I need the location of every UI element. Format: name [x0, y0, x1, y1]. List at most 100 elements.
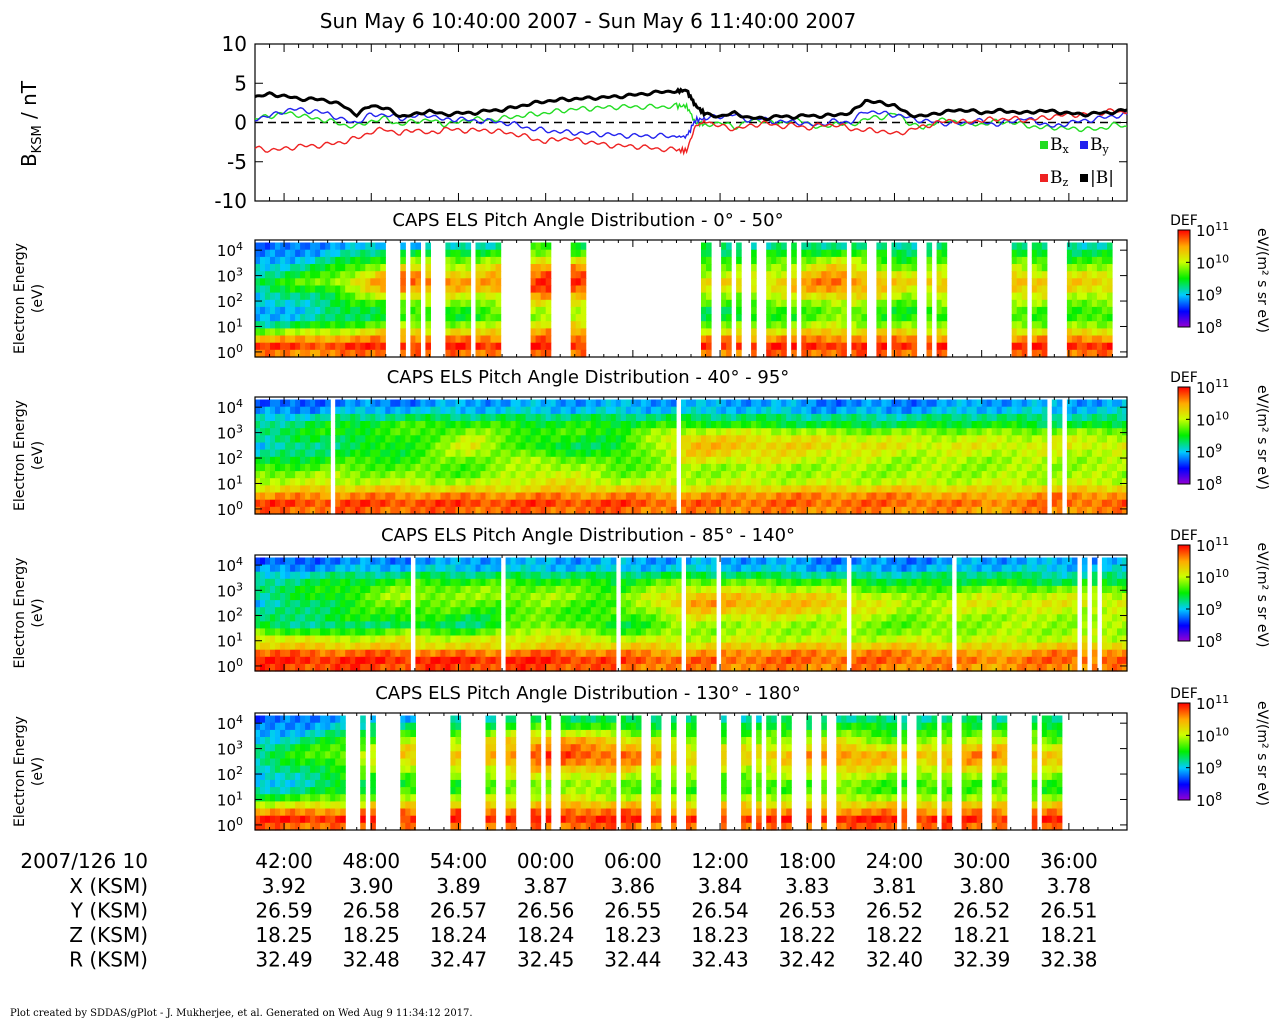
spectrogram-cell — [996, 485, 1003, 494]
spectrogram-cell — [816, 342, 822, 351]
spectrogram-cell — [996, 478, 1003, 486]
spectrogram-cell — [480, 442, 487, 451]
spectrogram-cell — [886, 492, 892, 501]
spectrogram-cell — [861, 271, 867, 279]
spectrogram-cell — [681, 463, 687, 472]
spectrogram-cell — [1091, 456, 1098, 465]
spectrogram-cell — [335, 663, 341, 672]
spectrogram-cell — [1036, 456, 1043, 465]
spectrogram-cell — [475, 349, 482, 358]
spectrogram-cell — [736, 278, 742, 287]
spectrogram-cell — [896, 485, 903, 494]
spectrogram-cell — [791, 292, 797, 301]
spectrogram-cell — [645, 421, 652, 429]
spectrogram-cell — [355, 506, 361, 515]
spectrogram-cell — [1096, 449, 1103, 458]
spectrogram-cell — [691, 435, 697, 444]
mag-ytick-label: 10 — [222, 32, 247, 56]
spectrogram-cell — [1081, 471, 1088, 479]
spectrogram-cell — [275, 292, 281, 301]
spectrogram-cell — [1021, 435, 1028, 444]
spectrogram-cell — [285, 506, 291, 515]
spectrogram-cell — [580, 492, 587, 501]
spectrogram-cell — [315, 614, 321, 622]
spectrogram-cell — [976, 456, 983, 465]
spectrogram-cell — [1086, 342, 1093, 351]
spectrogram-cell — [300, 242, 306, 251]
spectrogram-cell — [300, 314, 306, 322]
spectrogram-cell — [696, 399, 702, 408]
spectrogram-cell — [495, 256, 502, 265]
spectrogram-cell — [1086, 328, 1093, 337]
spectrogram-cell — [400, 463, 406, 472]
spectrogram-cell — [445, 463, 451, 472]
spectrogram-cell — [415, 335, 421, 344]
spectrogram-cell — [876, 435, 882, 444]
spectrogram-cell — [871, 471, 877, 479]
spectrogram-cell — [460, 428, 467, 436]
spectrogram-cell — [570, 471, 577, 479]
spectrogram-cell — [1031, 413, 1038, 422]
spectrogram-cell — [776, 449, 782, 458]
spectrogram-cell — [375, 306, 381, 315]
spectrogram-cell — [1101, 449, 1108, 458]
spectrogram-cell — [1066, 506, 1073, 515]
spectrogram-cell — [365, 321, 371, 329]
spectrogram-cell — [856, 506, 862, 515]
spectrogram-cell — [826, 406, 832, 415]
spectrogram-cell — [806, 271, 812, 279]
spectrogram-cell — [996, 413, 1003, 422]
spectrogram-cell — [485, 292, 492, 301]
spectrogram-cell — [786, 485, 792, 494]
spectrogram-cell — [310, 506, 316, 515]
spectrogram-cell — [1026, 506, 1033, 515]
spectrogram-cell — [971, 435, 978, 444]
spectrogram-cell — [821, 506, 827, 515]
spectrogram-cell — [726, 342, 732, 351]
spectrogram-cell — [841, 271, 847, 279]
spectrogram-cell — [620, 499, 627, 508]
spectrogram-cell — [1091, 421, 1098, 429]
spectrogram-cell — [310, 285, 316, 294]
spectrogram-cell — [615, 485, 622, 494]
spectrogram-cell — [926, 264, 933, 272]
spectrogram-cell — [305, 413, 311, 422]
spectrogram-cell — [320, 249, 326, 258]
spectrogram-cell — [480, 335, 487, 344]
spectrogram-cell — [465, 421, 472, 429]
spectrogram-cell — [791, 321, 797, 329]
spectrogram-cell — [1091, 299, 1098, 308]
spectrogram-cell — [751, 442, 757, 451]
spectrogram-cell — [345, 349, 351, 358]
spectrogram-cell — [575, 399, 582, 408]
mag-ylabel: BKSM / nT — [17, 80, 45, 167]
spectrogram-cell — [791, 406, 797, 415]
spectrogram-cell — [816, 499, 822, 508]
spectrogram-cell — [580, 471, 587, 479]
spectrogram-cell — [310, 485, 316, 494]
spectrogram-cell — [971, 471, 978, 479]
spectrogram-cell — [736, 285, 742, 294]
spectrogram-cell — [786, 449, 792, 458]
spectrogram-cell — [450, 285, 456, 294]
spectrogram-cell — [445, 499, 451, 508]
spectrogram-cell — [846, 456, 852, 465]
spectrogram-cell — [826, 421, 832, 429]
spectrogram-cell — [535, 249, 542, 258]
spectrogram-cell — [801, 306, 807, 315]
spectrogram-cell — [821, 328, 827, 337]
spectrogram-cell — [891, 256, 898, 265]
spectrogram-cell — [1107, 349, 1113, 358]
spectrogram-cell — [375, 278, 381, 287]
spectrogram-cell — [325, 663, 331, 672]
spectrogram-cell — [445, 442, 451, 451]
spectrogram-cell — [1101, 456, 1108, 465]
spectrogram-cell — [350, 471, 356, 479]
spectrogram-cell — [1112, 463, 1118, 472]
spectrogram-cell — [871, 428, 877, 436]
spectrogram-cell — [475, 442, 482, 451]
spectrogram-cell — [1076, 349, 1083, 358]
spectrogram-cell — [726, 471, 732, 479]
spectrogram-cell — [686, 471, 692, 479]
spectrogram-cell — [826, 485, 832, 494]
